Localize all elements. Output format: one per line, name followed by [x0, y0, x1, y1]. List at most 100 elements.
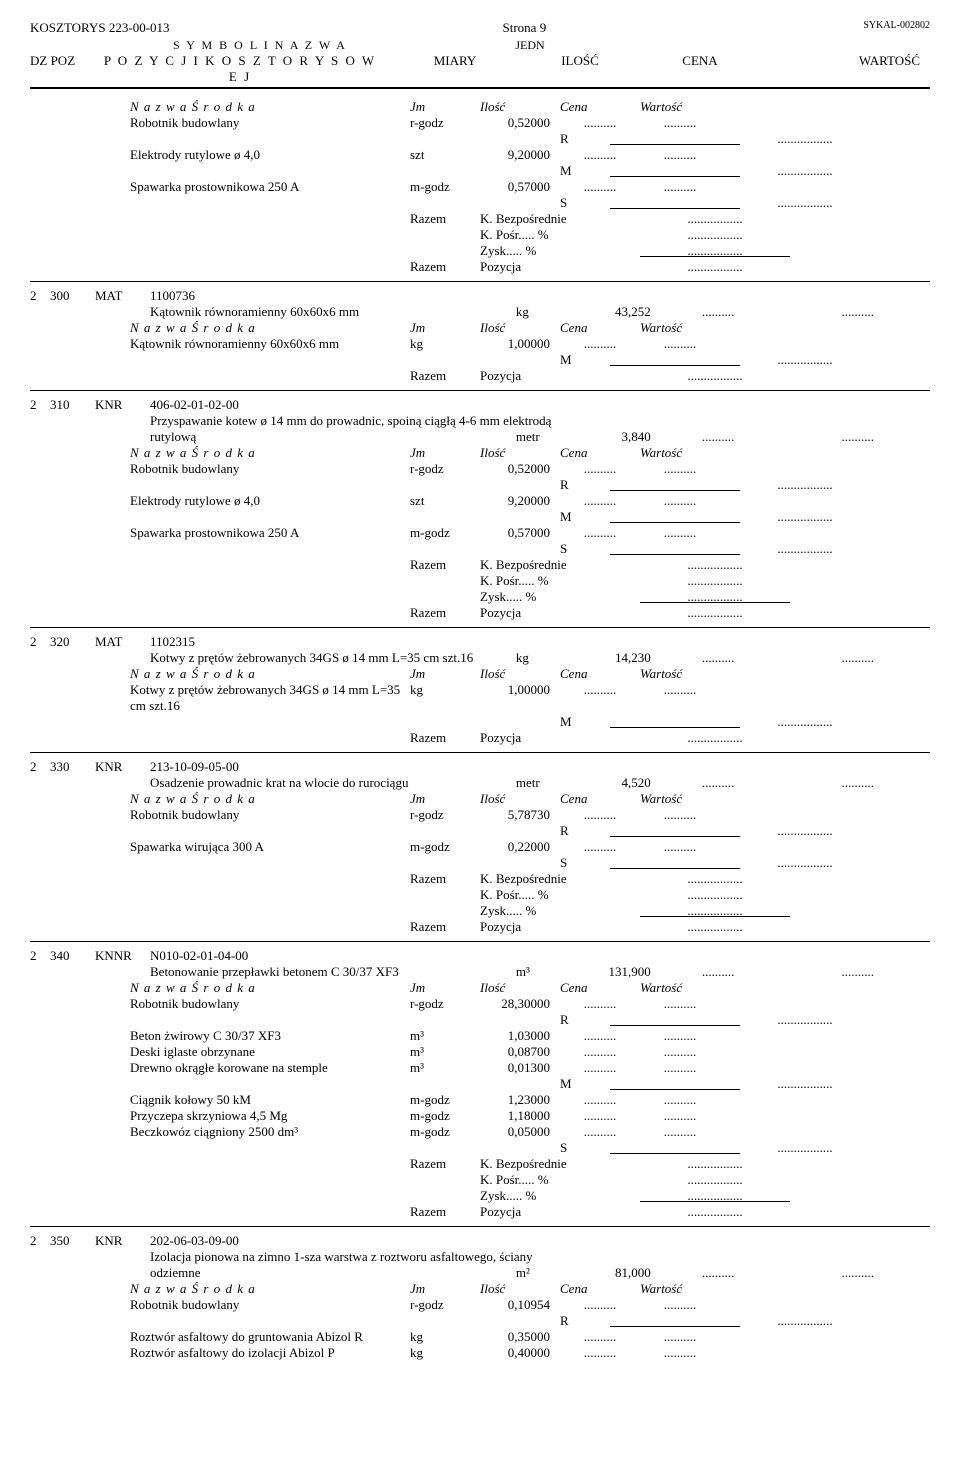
- header-symbol: S Y M B O L I N A Z W A: [100, 38, 420, 53]
- rms-row: M.................: [30, 509, 930, 525]
- data-row: Drewno okrągłe korowane na stemplem³0,01…: [30, 1060, 930, 1076]
- razem-row: RazemK. Bezpośrednie.................: [30, 871, 930, 887]
- header-rule: [30, 87, 930, 89]
- razem-row: K. Pośr..... %.................: [30, 573, 930, 589]
- data-row: Beczkowóz ciągniony 2500 dm³m-godz0,0500…: [30, 1124, 930, 1140]
- data-row: Ciągnik kołowy 50 kMm-godz1,23000.......…: [30, 1092, 930, 1108]
- pos-row: 2 350 KNR 202-06-03-09-00: [30, 1233, 930, 1249]
- rms-row: S.................: [30, 1140, 930, 1156]
- razem-row: Zysk..... %.................: [30, 1188, 930, 1204]
- data-row: Beton żwirowy C 30/37 XF3m³1,03000......…: [30, 1028, 930, 1044]
- pos-row: 2 300 MAT 1100736: [30, 288, 930, 304]
- rms-row: M.................: [30, 352, 930, 368]
- entry-cont: N a z w a Ś r o d k a Jm Ilość Cena Wart…: [30, 99, 930, 275]
- data-row: Przyczepa skrzyniowa 4,5 Mgm-godz1,18000…: [30, 1108, 930, 1124]
- header-top: KOSZTORYS 223-00-013 Strona 9 SYKAL-0028…: [30, 20, 930, 36]
- header-pozycji: P O Z Y C J I K O S Z T O R Y S O W E J: [100, 53, 380, 85]
- header-cena: CENA: [630, 53, 770, 85]
- razem-row: RazemPozycja.................: [30, 368, 930, 384]
- data-row: Elektrody rutylowe ø 4,0szt9,20000......…: [30, 493, 930, 509]
- page-num: Strona 9: [503, 20, 683, 36]
- rms-row: R.................: [30, 1012, 930, 1028]
- rms-row: M.................: [30, 1076, 930, 1092]
- data-row: Robotnik budowlanyr-godz5,78730.........…: [30, 807, 930, 823]
- pos-row: 2 310 KNR 406-02-01-02-00: [30, 397, 930, 413]
- rule: [30, 627, 930, 628]
- razem-row: RazemPozycja.................: [30, 259, 930, 275]
- razem-row: RazemPozycja.................: [30, 919, 930, 935]
- data-row: Spawarka prostownikowa 250 Am-godz0,5700…: [30, 525, 930, 541]
- entry-320: 2 320 MAT 1102315 Kotwy z prętów żebrowa…: [30, 634, 930, 746]
- rule: [30, 390, 930, 391]
- entry-300: 2 300 MAT 1100736 Kątownik równoramienny…: [30, 288, 930, 384]
- header-dzpoz: DZ POZ: [30, 53, 100, 85]
- title-row: N a z w a Ś r o d k aJmIlośćCenaWartość: [30, 791, 930, 807]
- data-row: Spawarka wirująca 300 Am-godz0,22000....…: [30, 839, 930, 855]
- entry-340: 2 340 KNNR N010-02-01-04-00 Betonowanie …: [30, 948, 930, 1220]
- razem-row: RazemPozycja.................: [30, 1204, 930, 1220]
- desc-row: odziemne m² 81,000 .......... ..........: [30, 1265, 930, 1281]
- header-miary: MIARY: [380, 53, 530, 85]
- doc-id: KOSZTORYS 223-00-013: [30, 20, 435, 36]
- pos-row: 2 330 KNR 213-10-09-05-00: [30, 759, 930, 775]
- razem-row: RazemK. Bezpośrednie.................: [30, 557, 930, 573]
- razem-row: Zysk..... %.................: [30, 903, 930, 919]
- rms-row: M.................: [30, 163, 930, 179]
- desc-row: Kątownik równoramienny 60x60x6 mm kg 43,…: [30, 304, 930, 320]
- desc-row: Kotwy z prętów żebrowanych 34GS ø 14 mm …: [30, 650, 930, 666]
- desc-row: Przyspawanie kotew ø 14 mm do prowadnic,…: [30, 413, 930, 429]
- rule: [30, 752, 930, 753]
- header-jedn: JEDN: [420, 38, 640, 53]
- desc-row: Osadzenie prowadnic krat na wlocie do ru…: [30, 775, 930, 791]
- razem-row: K. Pośr..... %.................: [30, 227, 930, 243]
- desc-row: Izolacja pionowa na zimno 1-sza warstwa …: [30, 1249, 930, 1265]
- entry-350: 2 350 KNR 202-06-03-09-00 Izolacja piono…: [30, 1233, 930, 1361]
- data-row: Robotnik budowlanyr-godz28,30000........…: [30, 996, 930, 1012]
- rms-row: M.................: [30, 714, 930, 730]
- razem-row: RazemPozycja.................: [30, 730, 930, 746]
- rms-row: S.................: [30, 195, 930, 211]
- rule: [30, 281, 930, 282]
- data-row: Deski iglaste obrzynanem³0,08700........…: [30, 1044, 930, 1060]
- desc-row: Betonowanie przepławki betonem C 30/37 X…: [30, 964, 930, 980]
- razem-row: K. Pośr..... %.................: [30, 1172, 930, 1188]
- rms-row: R.................: [30, 477, 930, 493]
- data-row: Kątownik równoramienny 60x60x6 mmkg1,000…: [30, 336, 930, 352]
- title-row: N a z w a Ś r o d k aJmIlośćCenaWartość: [30, 320, 930, 336]
- data-row: Roztwór asfaltowy do gruntowania Abizol …: [30, 1329, 930, 1345]
- desc-row: rutylową metr 3,840 .......... .........…: [30, 429, 930, 445]
- title-row: N a z w a Ś r o d k aJmIlośćCenaWartość: [30, 445, 930, 461]
- data-row: Roztwór asfaltowy do izolacji Abizol Pkg…: [30, 1345, 930, 1361]
- entry-310: 2 310 KNR 406-02-01-02-00 Przyspawanie k…: [30, 397, 930, 621]
- razem-row: K. Pośr..... %.................: [30, 887, 930, 903]
- header-ilosc: ILOŚĆ: [530, 53, 630, 85]
- rule: [30, 1226, 930, 1227]
- rms-row: R.................: [30, 131, 930, 147]
- title-row: N a z w a Ś r o d k a Jm Ilość Cena Wart…: [30, 99, 930, 115]
- rms-row: R.................: [30, 1313, 930, 1329]
- razem-row: Zysk..... %.................: [30, 243, 930, 259]
- razem-row: RazemK. Bezpośrednie.................: [30, 1156, 930, 1172]
- title-row: N a z w a Ś r o d k aJmIlośćCenaWartość: [30, 1281, 930, 1297]
- sykal: SYKAL-002802: [750, 20, 930, 36]
- header-wartosc: WARTOŚĆ: [770, 53, 920, 85]
- data-row: Kotwy z prętów żebrowanych 34GS ø 14 mm …: [30, 682, 930, 714]
- pos-row: 2 320 MAT 1102315: [30, 634, 930, 650]
- entry-330: 2 330 KNR 213-10-09-05-00 Osadzenie prow…: [30, 759, 930, 935]
- data-row: Robotnik budowlanyr-godz0,52000.........…: [30, 461, 930, 477]
- pos-row: 2 340 KNNR N010-02-01-04-00: [30, 948, 930, 964]
- razem-row: RazemK. Bezpośrednie.................: [30, 211, 930, 227]
- data-row: Elektrody rutylowe ø 4,0szt9,20000......…: [30, 147, 930, 163]
- data-row: Robotnik budowlanyr-godz0,10954.........…: [30, 1297, 930, 1313]
- data-row: Robotnik budowlanyr-godz0,52000.........…: [30, 115, 930, 131]
- rms-row: S.................: [30, 855, 930, 871]
- header-sub: S Y M B O L I N A Z W A JEDN DZ POZ P O …: [30, 38, 930, 85]
- title-row: N a z w a Ś r o d k aJmIlośćCenaWartość: [30, 666, 930, 682]
- rms-row: R.................: [30, 823, 930, 839]
- title-row: N a z w a Ś r o d k aJmIlośćCenaWartość: [30, 980, 930, 996]
- rms-row: S.................: [30, 541, 930, 557]
- rule: [30, 941, 930, 942]
- razem-row: Zysk..... %.................: [30, 589, 930, 605]
- razem-row: RazemPozycja.................: [30, 605, 930, 621]
- data-row: Spawarka prostownikowa 250 Am-godz0,5700…: [30, 179, 930, 195]
